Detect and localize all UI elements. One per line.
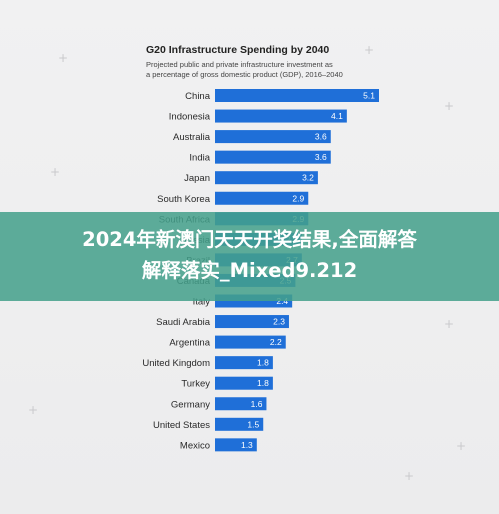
category-label: Germany	[171, 399, 210, 410]
watermark-banner	[0, 212, 499, 301]
value-label: 3.6	[315, 152, 327, 162]
decorative-plus-icon: +	[50, 165, 61, 179]
value-label: 1.6	[251, 399, 263, 409]
bar	[215, 109, 347, 123]
value-label: 3.2	[302, 173, 314, 183]
category-label: Turkey	[181, 379, 210, 390]
value-label: 1.5	[247, 419, 259, 429]
value-label: 1.8	[257, 358, 269, 368]
bar	[215, 417, 264, 431]
decorative-plus-icon: +	[364, 43, 375, 57]
category-label: Argentina	[169, 338, 210, 349]
bar	[215, 335, 286, 349]
watermark-text: 2024年新澳门天天开奖结果,全面解答 解释落实_Mixed9.212	[0, 224, 499, 286]
value-label: 4.1	[331, 111, 343, 121]
category-label: United Kingdom	[142, 358, 210, 369]
bar	[215, 376, 273, 390]
chart-subtitle: Projected public and private infrastruct…	[146, 60, 406, 79]
watermark-line-2: 解释落实_Mixed9.212	[141, 259, 358, 282]
category-label: China	[185, 91, 211, 102]
decorative-plus-icon: +	[58, 51, 69, 65]
bar	[215, 397, 267, 411]
bar	[215, 89, 379, 102]
category-label: Japan	[184, 173, 210, 184]
value-label: 5.1	[363, 91, 375, 101]
value-label: 2.2	[270, 337, 282, 347]
bar	[215, 150, 331, 164]
category-label: Saudi Arabia	[156, 317, 211, 328]
category-label: South Korea	[157, 194, 211, 205]
decorative-plus-icon: +	[444, 99, 455, 113]
chart-subtitle-line-2: a percentage of gross domestic product (…	[146, 69, 343, 79]
bar	[215, 356, 273, 370]
value-label: 2.4	[276, 296, 288, 306]
category-label: Indonesia	[169, 112, 211, 123]
chart-title: G20 Infrastructure Spending by 2040	[146, 44, 330, 56]
category-label: Italy	[193, 297, 211, 308]
value-label: 2.3	[273, 317, 285, 327]
bar	[215, 191, 309, 205]
category-label: India	[189, 153, 210, 164]
decorative-plus-icon: +	[444, 317, 455, 331]
value-label: 1.3	[241, 440, 253, 450]
category-label: Mexico	[180, 440, 210, 451]
decorative-plus-icon: +	[404, 469, 415, 483]
bar	[215, 315, 289, 329]
decorative-plus-icon: +	[28, 403, 39, 417]
chart-subtitle-line-1: Projected public and private infrastruct…	[146, 60, 333, 69]
category-label: United States	[153, 420, 210, 431]
decorative-plus-icon: +	[456, 439, 467, 453]
bar	[215, 130, 331, 144]
bar	[215, 171, 318, 185]
category-label: Australia	[173, 132, 211, 143]
value-label: 3.6	[315, 132, 327, 142]
value-label: 2.9	[292, 193, 304, 203]
watermark-line-1: 2024年新澳门天天开奖结果,全面解答	[82, 228, 417, 251]
bar	[215, 438, 257, 452]
value-label: 1.8	[257, 378, 269, 388]
